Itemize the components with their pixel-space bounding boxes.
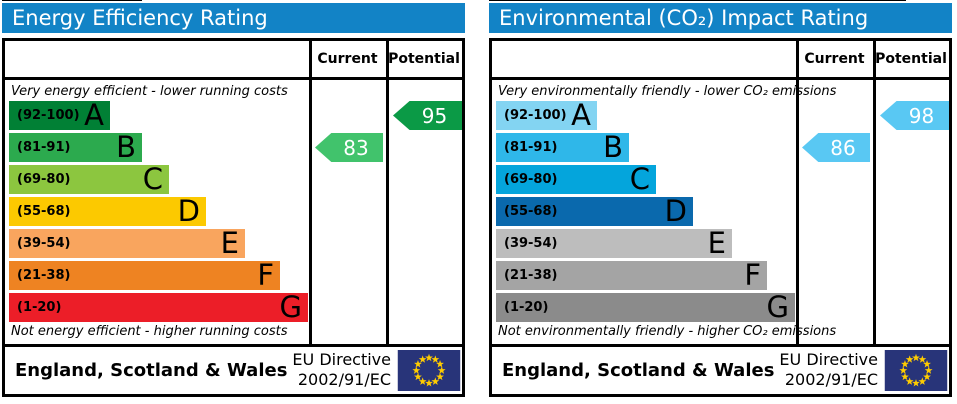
- band-letter: B: [116, 130, 136, 164]
- band-bar-f: (21-38) F: [9, 261, 280, 290]
- eu-directive-label: EU Directive 2002/91/EC: [779, 350, 878, 390]
- band-range: (1-20): [504, 300, 549, 315]
- band-range: (81-91): [504, 140, 558, 155]
- band-range: (92-100): [504, 108, 567, 123]
- band-range: (55-68): [17, 204, 71, 219]
- current-rating-arrow: 83: [315, 133, 383, 162]
- band-letter: G: [279, 290, 302, 324]
- band-range: (39-54): [17, 236, 71, 251]
- band-letter: G: [766, 290, 789, 324]
- band-bar-e: (39-54) E: [496, 229, 732, 258]
- band-range: (81-91): [17, 140, 71, 155]
- potential-column-header: Potential: [388, 51, 460, 67]
- band-range: (69-80): [17, 172, 71, 187]
- top-note: Very energy efficient - lower running co…: [11, 84, 288, 99]
- band-letter: F: [744, 258, 761, 292]
- crop-artifact-line: [2, 0, 142, 1]
- column-divider: [873, 41, 876, 344]
- eu-flag-icon: [397, 350, 461, 391]
- panel-title-bar: Energy Efficiency Rating: [2, 3, 465, 33]
- band-bar-e: (39-54) E: [9, 229, 245, 258]
- band-bar-c: (69-80) C: [9, 165, 169, 194]
- potential-column-header: Potential: [875, 51, 947, 67]
- region-label: England, Scotland & Wales: [502, 360, 775, 381]
- table-footer: England, Scotland & Wales EU Directive 2…: [492, 344, 949, 394]
- band-letter: D: [177, 194, 200, 228]
- potential-rating-value: 95: [421, 103, 448, 128]
- band-range: (55-68): [504, 204, 558, 219]
- bottom-note: Not energy efficient - higher running co…: [11, 324, 288, 339]
- band-range: (21-38): [17, 268, 71, 283]
- band-range: (92-100): [17, 108, 80, 123]
- eu-directive-line1: EU Directive: [292, 350, 391, 369]
- rating-bands: (92-100) A (81-91) B (69-80) C (55-68) D (39…: [9, 101, 308, 322]
- column-divider: [796, 41, 799, 344]
- top-note: Very environmentally friendly - lower CO…: [498, 84, 837, 99]
- band-letter: A: [571, 98, 591, 132]
- environmental-impact-panel: Environmental (CO₂) Impact Rating Curren…: [489, 3, 952, 397]
- band-letter: C: [629, 162, 650, 196]
- column-divider: [386, 41, 389, 344]
- band-letter: B: [603, 130, 623, 164]
- eu-directive-label: EU Directive 2002/91/EC: [292, 350, 391, 390]
- rating-table: Current Potential Very environmentally f…: [489, 38, 952, 397]
- band-range: (39-54): [504, 236, 558, 251]
- band-letter: E: [707, 226, 726, 260]
- band-letter: E: [220, 226, 239, 260]
- eu-directive-line2: 2002/91/EC: [784, 370, 878, 389]
- table-header: Current Potential: [5, 41, 462, 80]
- table-header: Current Potential: [492, 41, 949, 80]
- bottom-note: Not environmentally friendly - higher CO…: [498, 324, 837, 339]
- band-bar-b: (81-91) B: [496, 133, 629, 162]
- panel-title-bar: Environmental (CO₂) Impact Rating: [489, 3, 952, 33]
- crop-artifact-line: [489, 0, 906, 1]
- panel-title: Environmental (CO₂) Impact Rating: [499, 6, 869, 30]
- rating-bands: (92-100) A (81-91) B (69-80) C (55-68) D (39…: [496, 101, 795, 322]
- band-range: (21-38): [504, 268, 558, 283]
- eu-directive-line1: EU Directive: [779, 350, 878, 369]
- band-letter: C: [142, 162, 163, 196]
- current-rating-value: 83: [343, 135, 369, 160]
- column-divider: [309, 41, 312, 344]
- current-column-header: Current: [317, 51, 378, 67]
- band-letter: D: [664, 194, 687, 228]
- eu-directive-line2: 2002/91/EC: [297, 370, 391, 389]
- energy-efficiency-panel: Energy Efficiency Rating Current Potenti…: [2, 3, 465, 397]
- rating-table: Current Potential Very energy efficient …: [2, 38, 465, 397]
- band-range: (69-80): [504, 172, 558, 187]
- panel-title: Energy Efficiency Rating: [12, 6, 268, 30]
- band-bar-b: (81-91) B: [9, 133, 142, 162]
- band-bar-g: (1-20) G: [496, 293, 795, 322]
- rating-scale-area: Very energy efficient - lower running co…: [5, 80, 462, 344]
- band-letter: A: [84, 98, 104, 132]
- current-rating-value: 86: [830, 135, 856, 160]
- rating-scale-area: Very environmentally friendly - lower CO…: [492, 80, 949, 344]
- band-letter: F: [257, 258, 274, 292]
- band-bar-g: (1-20) G: [9, 293, 308, 322]
- current-rating-arrow: 86: [802, 133, 870, 162]
- current-column-header: Current: [804, 51, 865, 67]
- band-bar-c: (69-80) C: [496, 165, 656, 194]
- region-label: England, Scotland & Wales: [15, 360, 288, 381]
- potential-rating-arrow: 95: [393, 101, 462, 130]
- band-bar-a: (92-100) A: [9, 101, 110, 130]
- table-footer: England, Scotland & Wales EU Directive 2…: [5, 344, 462, 394]
- band-bar-d: (55-68) D: [9, 197, 206, 226]
- potential-rating-value: 98: [908, 103, 935, 128]
- potential-rating-arrow: 98: [880, 101, 949, 130]
- band-bar-d: (55-68) D: [496, 197, 693, 226]
- band-bar-f: (21-38) F: [496, 261, 767, 290]
- band-range: (1-20): [17, 300, 62, 315]
- band-bar-a: (92-100) A: [496, 101, 597, 130]
- eu-flag-icon: [884, 350, 948, 391]
